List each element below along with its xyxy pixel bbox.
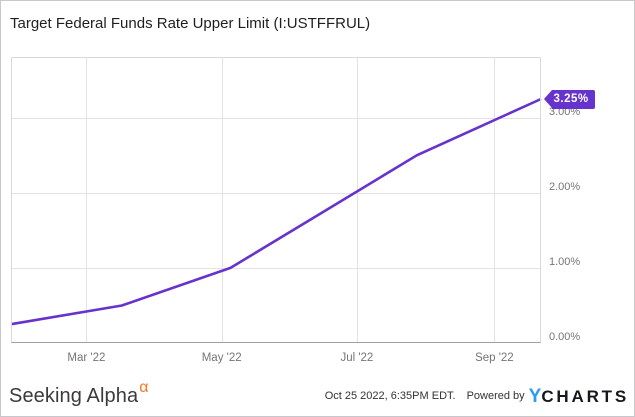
- ycharts-y-icon: Y: [528, 385, 542, 407]
- alpha-symbol-icon: α: [139, 379, 149, 396]
- footer: Seeking Alpha α Oct 25 2022, 6:35PM EDT.…: [9, 380, 629, 411]
- seeking-alpha-wordmark: Seeking Alpha: [9, 385, 139, 407]
- y-axis-label: 1.00%: [549, 255, 581, 268]
- badge-label: 3.25%: [551, 89, 595, 109]
- x-axis-label: Jul '22: [340, 352, 374, 364]
- y-axis-label: 3.00%: [549, 105, 581, 118]
- ycharts-logo[interactable]: Y CHARTS: [529, 387, 629, 406]
- timestamp: Oct 25 2022, 6:35PM EDT.: [324, 390, 456, 402]
- y-axis-label: 2.00%: [549, 180, 581, 193]
- y-axis-label: 0.00%: [549, 331, 581, 343]
- footer-right: Oct 25 2022, 6:35PM EDT. Powered by Y CH…: [325, 387, 629, 406]
- ycharts-wordmark: CHARTS: [541, 386, 629, 406]
- seeking-alpha-logo[interactable]: Seeking Alpha α: [9, 380, 148, 408]
- x-axis-label: Mar '22: [67, 352, 106, 364]
- plot-area: [11, 57, 541, 343]
- powered-by-label: Powered by: [466, 390, 525, 402]
- chart-title: Target Federal Funds Rate Upper Limit (I…: [10, 15, 371, 32]
- last-value-badge: 3.25%: [543, 89, 595, 109]
- x-axis-label: Sep '22: [475, 352, 514, 364]
- x-axis-label: May '22: [201, 352, 242, 364]
- badge-arrow-icon: [543, 90, 552, 108]
